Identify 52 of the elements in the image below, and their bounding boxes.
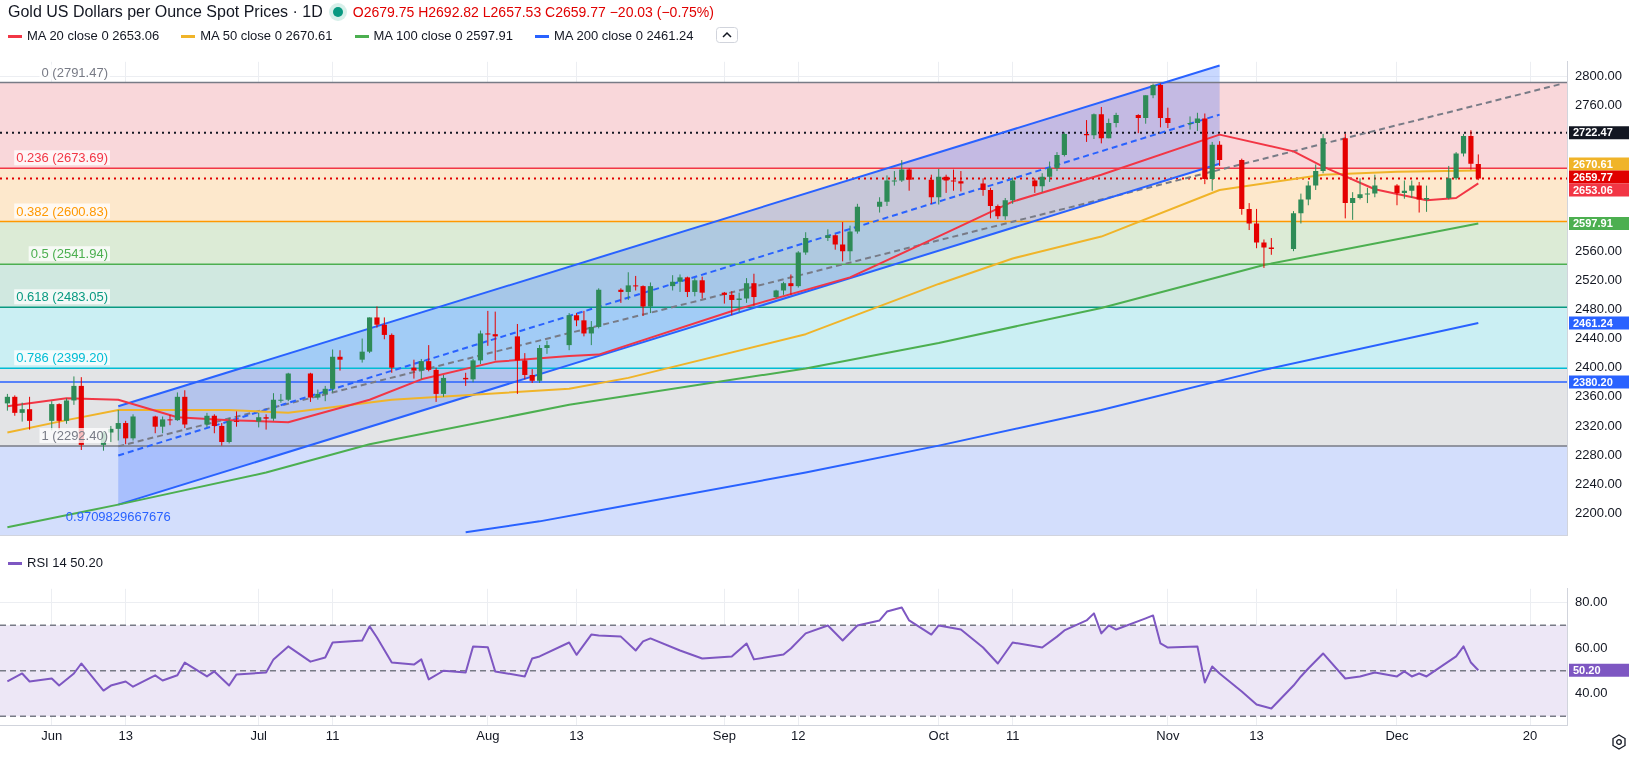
- ref-line-label: 1 (2292.40): [41, 428, 108, 444]
- x-tick-label: 13: [118, 727, 133, 743]
- y-tick-label: 2560.00: [1575, 242, 1622, 258]
- y-tick-label: 2400.00: [1575, 359, 1622, 375]
- x-tick-label: 11: [1005, 727, 1020, 743]
- ref-line-label: 0.236 (2673.69): [16, 150, 108, 166]
- annotation: 0.9709829667676: [65, 508, 171, 524]
- x-tick-label: 20: [1522, 727, 1538, 743]
- y-tick-label: 2659.77: [1573, 170, 1613, 183]
- y-tick-label: 2280.00: [1575, 446, 1622, 462]
- y-tick-label: 2440.00: [1575, 330, 1622, 346]
- chart-subtitle: O2679.75 H2692.82 L2657.53 C2659.77 −20.03 (−0.75%): [352, 4, 714, 20]
- y-tick-label: 2240.00: [1575, 475, 1622, 491]
- y-tick-label: 40.00: [1575, 685, 1608, 701]
- y-tick-label: 2360.00: [1575, 388, 1622, 404]
- y-tick-label: 80.00: [1575, 594, 1608, 610]
- y-tick-label: 60.00: [1575, 639, 1608, 655]
- ref-line-label: 0 (2791.47): [41, 64, 108, 80]
- ref-line-label: 0.382 (2600.83): [16, 203, 108, 219]
- y-tick-label: 2722.47: [1573, 126, 1613, 139]
- y-tick-label: 2480.00: [1575, 301, 1622, 316]
- ref-line-label: 0.5 (2541.94): [30, 246, 108, 262]
- y-tick-label: 50.20: [1573, 663, 1601, 676]
- y-tick-label: 2653.06: [1573, 183, 1613, 196]
- x-tick-label: 13: [1249, 727, 1264, 743]
- x-tick-label: 11: [325, 727, 340, 743]
- y-tick-label: 2800.00: [1575, 67, 1622, 83]
- chart-title: Gold US Dollars per Ounce Spot Prices · 1D: [8, 3, 323, 21]
- y-tick-label: 2461.24: [1573, 316, 1614, 329]
- y-tick-label: 2520.00: [1575, 271, 1622, 287]
- y-tick-label: 2760.00: [1575, 97, 1622, 113]
- legend-label: MA 200 close 0 2461.24: [554, 27, 694, 43]
- legend-label: RSI 14 50.20: [27, 554, 103, 570]
- legend-label: MA 50 close 0 2670.61: [200, 27, 333, 43]
- x-tick-label: Jul: [250, 727, 268, 743]
- x-tick-label: Oct: [928, 727, 950, 743]
- x-tick-label: 12: [791, 727, 806, 743]
- y-tick-label: 2320.00: [1575, 417, 1622, 433]
- y-tick-label: 2670.61: [1573, 157, 1613, 170]
- ref-line-label: 0.786 (2399.20): [16, 350, 108, 366]
- y-tick-label: 2380.20: [1573, 375, 1613, 388]
- ref-line-label: 0.618 (2483.05): [16, 289, 108, 305]
- x-tick-label: Dec: [1385, 727, 1410, 743]
- y-tick-label: 2597.91: [1573, 217, 1613, 230]
- legend-label: MA 20 close 0 2653.06: [27, 27, 160, 43]
- x-tick-label: Sep: [712, 727, 736, 743]
- x-tick-label: Aug: [476, 727, 500, 743]
- x-tick-label: Jun: [41, 727, 63, 743]
- x-tick-label: 13: [569, 727, 584, 743]
- y-tick-label: 2200.00: [1575, 504, 1622, 520]
- legend-label: MA 100 close 0 2597.91: [373, 27, 514, 43]
- x-tick-label: Nov: [1156, 727, 1180, 743]
